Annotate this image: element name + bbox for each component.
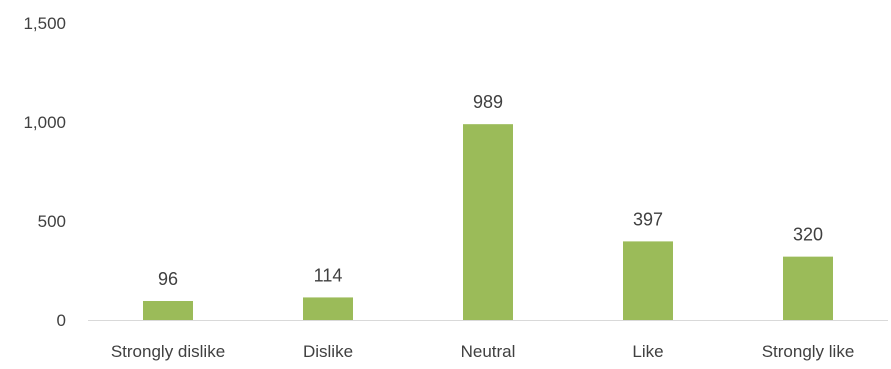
- bar-dislike: [303, 297, 353, 320]
- data-label: 397: [633, 209, 663, 229]
- data-label: 96: [158, 269, 178, 289]
- data-label: 114: [314, 265, 343, 285]
- x-tick-label: Neutral: [461, 342, 516, 361]
- x-axis: Strongly dislike Dislike Neutral Like Strong…: [111, 342, 854, 361]
- y-axis: 0 500 1,000 1,500: [23, 14, 66, 330]
- y-tick-label: 500: [38, 212, 66, 231]
- bar-neutral: [463, 124, 513, 320]
- y-tick-label: 1,000: [23, 113, 66, 132]
- y-tick-label: 1,500: [23, 14, 66, 33]
- bar-strongly-like: [783, 256, 833, 320]
- bar-strongly-dislike: [143, 300, 193, 320]
- x-tick-label: Like: [632, 342, 663, 361]
- y-tick-label: 0: [57, 311, 66, 330]
- x-tick-label: Strongly like: [762, 342, 855, 361]
- bar-like: [623, 241, 673, 320]
- x-tick-label: Dislike: [303, 342, 353, 361]
- bars: [143, 124, 833, 320]
- data-label: 320: [793, 225, 823, 245]
- x-tick-label: Strongly dislike: [111, 342, 225, 361]
- data-labels: 96 114 989 397 320: [158, 92, 823, 289]
- data-label: 989: [473, 92, 503, 112]
